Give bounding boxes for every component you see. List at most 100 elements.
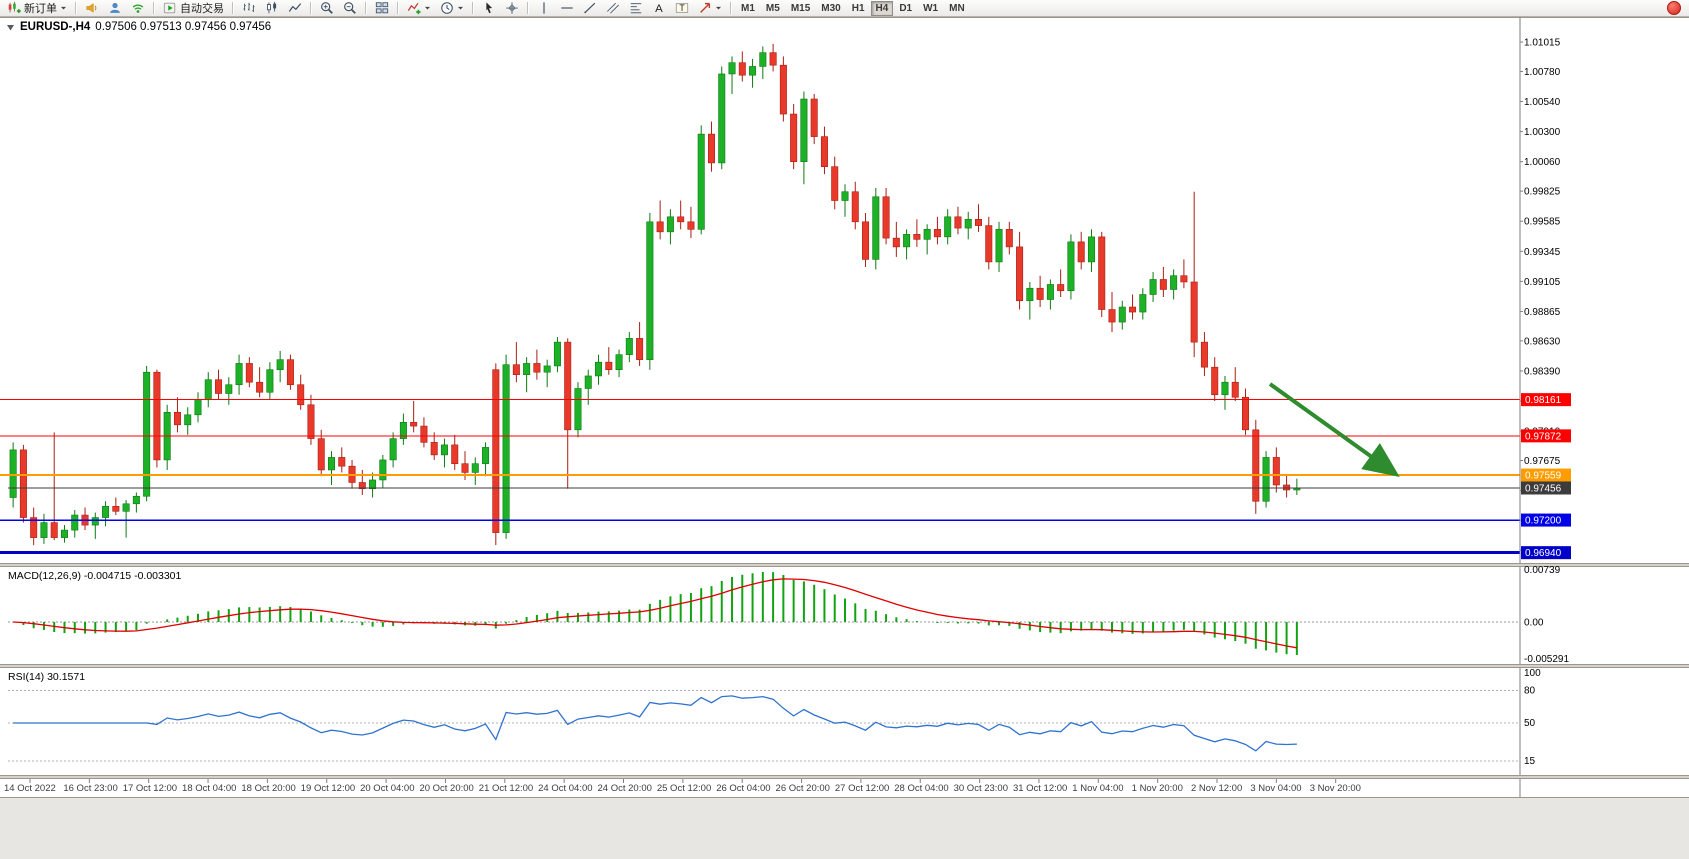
candle-body (872, 196, 880, 260)
candle-body (728, 62, 736, 75)
timeframe-w1-button[interactable]: W1 (918, 1, 943, 16)
candle-body (40, 522, 48, 538)
timeframe-mn-button[interactable]: MN (944, 1, 970, 16)
text-icon: A (655, 3, 663, 15)
svg-text:0.97200: 0.97200 (1525, 516, 1562, 527)
text-button[interactable]: A (648, 0, 670, 16)
candle-body (1139, 294, 1147, 313)
candle-body (985, 225, 993, 263)
candle-body (1159, 279, 1167, 290)
candle-body (779, 64, 787, 115)
svg-text:100: 100 (1524, 668, 1541, 679)
svg-text:50: 50 (1524, 718, 1536, 729)
auto-trading-button[interactable]: 自动交易 (159, 0, 228, 16)
horizontal-line-icon (561, 7, 573, 9)
svg-text:1.00300: 1.00300 (1524, 127, 1561, 138)
svg-text:0.98161: 0.98161 (1525, 395, 1562, 406)
zoom-in-button[interactable] (316, 0, 338, 16)
svg-text:18 Oct 04:00: 18 Oct 04:00 (182, 783, 236, 794)
svg-text:0.98865: 0.98865 (1524, 307, 1561, 318)
candle-body (1272, 457, 1280, 486)
periods-button[interactable] (436, 0, 468, 16)
candle-body (1036, 287, 1044, 300)
candle-body (738, 62, 746, 76)
bar-chart-button[interactable] (238, 0, 260, 16)
horizontal-line-button[interactable] (556, 0, 578, 16)
svg-text:80: 80 (1524, 685, 1536, 696)
candle-body (225, 384, 233, 394)
macd-indicator-label: MACD(12,26,9) -0.004715 -0.003301 (8, 570, 182, 582)
new-order-button[interactable]: 新订单 (3, 0, 71, 16)
macd-signal-line (13, 578, 1298, 649)
timeframe-h4-button[interactable]: H4 (870, 0, 894, 16)
candle-body (636, 338, 644, 360)
zoom-in-icon (321, 2, 333, 14)
indicators-button[interactable] (403, 0, 435, 16)
fibonacci-button[interactable] (625, 0, 647, 16)
candle-body (358, 482, 366, 490)
timeframe-m15-button[interactable]: M15 (786, 1, 815, 16)
caret-down-icon (716, 6, 721, 9)
candle-body (625, 338, 633, 355)
cursor-button[interactable] (478, 0, 500, 16)
candle-body (173, 411, 181, 426)
candle-body (1016, 246, 1024, 302)
one-click-trading-toggle[interactable] (6, 23, 15, 32)
candle-body (153, 371, 161, 461)
price-badge (1521, 546, 1571, 560)
timeframe-h1-button[interactable]: H1 (847, 1, 870, 16)
notification-icon[interactable] (1667, 1, 1681, 15)
candle-body (954, 216, 962, 229)
candle-body (1108, 309, 1116, 323)
trendline-button[interactable] (579, 0, 601, 16)
candle-body (964, 219, 972, 229)
svg-text:-0.005291: -0.005291 (1524, 654, 1569, 665)
community-button[interactable] (127, 0, 149, 16)
candle-body (543, 365, 551, 373)
timeframe-m1-button[interactable]: M1 (736, 1, 760, 16)
vertical-line-button[interactable] (533, 0, 555, 16)
alerts-button[interactable] (81, 0, 103, 16)
candle-body (687, 221, 695, 230)
zoom-out-button[interactable] (339, 0, 361, 16)
candle-chart-button[interactable] (261, 0, 283, 16)
shapes-button[interactable] (694, 0, 726, 16)
crosshair-button[interactable] (501, 0, 523, 16)
candle-body (307, 404, 315, 439)
label-button[interactable]: T (671, 0, 693, 16)
candle-body (656, 221, 664, 233)
toolbar-separator (310, 2, 312, 14)
candle-body (266, 369, 274, 393)
candle-body (420, 425, 428, 443)
candle-body (882, 196, 890, 239)
line-chart-button[interactable] (284, 0, 306, 16)
label-icon: T (675, 3, 689, 13)
candle-body (800, 98, 808, 162)
window-bottom-area (0, 798, 1689, 859)
price-chart-canvas[interactable]: 1.01015 1.00780 1.00540 1.00300 1.00060 0.998… (0, 17, 1689, 798)
candle-body (831, 166, 839, 201)
candle-body (389, 438, 397, 461)
horn-icon (86, 3, 97, 13)
channel-button[interactable] (602, 0, 624, 16)
rsi-indicator-label: RSI(14) 30.1571 (8, 671, 86, 683)
timeframe-m5-button[interactable]: M5 (761, 1, 785, 16)
candle-body (9, 449, 17, 498)
profile-button[interactable] (104, 0, 126, 16)
candle-body (564, 341, 572, 431)
candle-body (1129, 306, 1137, 313)
timeframe-m30-button[interactable]: M30 (816, 1, 845, 16)
candle-body (769, 52, 777, 66)
candle-body (430, 442, 438, 456)
tile-windows-button[interactable] (371, 0, 393, 16)
line-chart-icon (288, 3, 302, 12)
toolbar-separator (730, 2, 732, 14)
svg-text:19 Oct 12:00: 19 Oct 12:00 (301, 783, 355, 794)
caret-down-icon (61, 6, 66, 9)
candle-body (995, 229, 1003, 263)
candle-body (923, 229, 931, 240)
candle-body (369, 479, 377, 490)
timeframe-d1-button[interactable]: D1 (894, 1, 917, 16)
candle-body (379, 459, 387, 481)
candle-body (533, 363, 541, 373)
